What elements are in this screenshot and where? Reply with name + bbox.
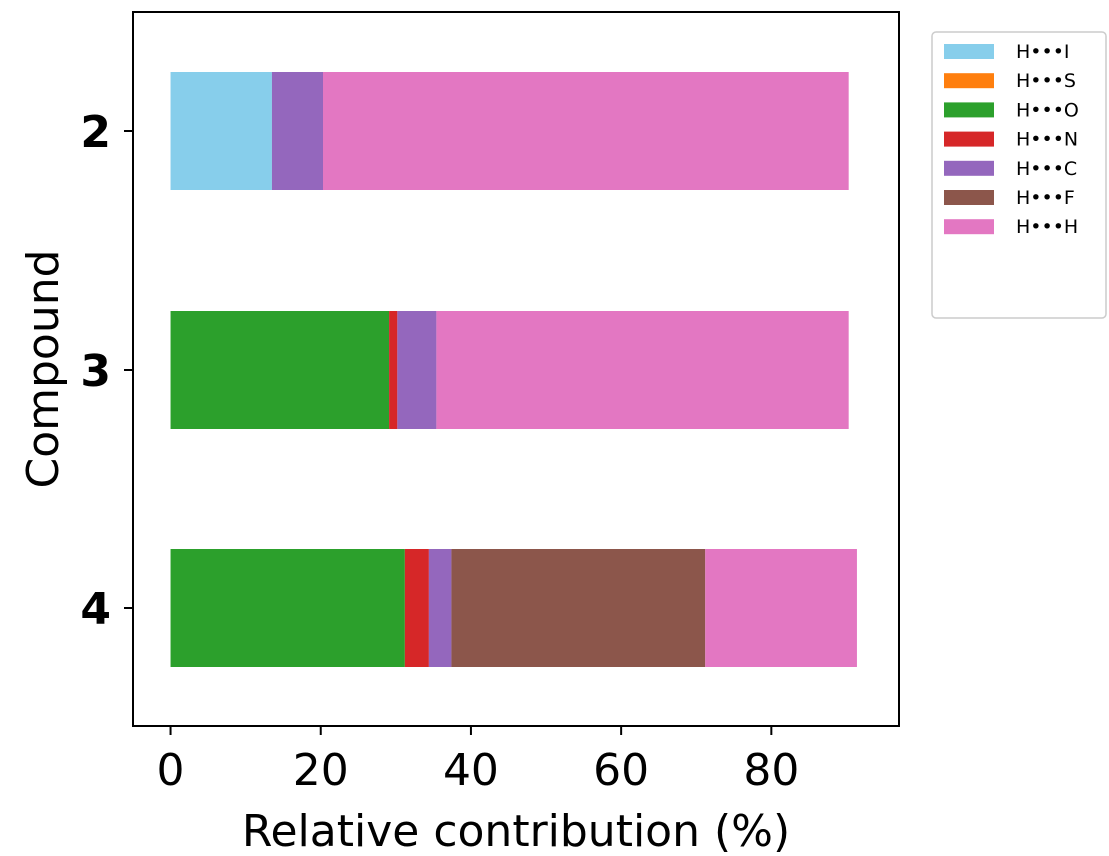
y-tick-label: 2: [80, 107, 111, 158]
legend-swatch: [944, 44, 994, 59]
bars-layer: [170, 72, 857, 667]
x-tick-label: 80: [743, 745, 799, 796]
bar-segment-3-4: [397, 311, 437, 429]
bar-segment-4-4: [428, 549, 452, 667]
bar-segment-3-3: [389, 311, 398, 429]
legend-swatch: [944, 102, 994, 118]
bar-segment-4-2: [170, 549, 405, 667]
y-tick-label: 4: [80, 584, 111, 635]
bar-segment-4-3: [404, 549, 429, 667]
legend: H•••I H•••S H•••O H•••N H•••C H•••F H•••H: [931, 31, 1107, 319]
legend-swatch: [944, 160, 994, 176]
bar-segment-4-5: [451, 549, 706, 667]
legend-label: H•••I: [1016, 41, 1070, 63]
bar-segment-3-6: [436, 311, 849, 429]
x-tick-label: 40: [443, 745, 499, 796]
x-tick-label: 60: [593, 745, 649, 796]
legend-label: H•••C: [1016, 158, 1077, 180]
legend-swatch: [944, 131, 994, 147]
x-tick-label: 20: [293, 745, 349, 796]
legend-label: H•••H: [1016, 216, 1078, 238]
bar-segment-2-4: [271, 72, 323, 190]
bar-segment-4-6: [705, 549, 857, 667]
y-axis-label: Compound: [18, 249, 69, 488]
y-ticks: 2 3 4: [80, 107, 133, 635]
legend-label: H•••F: [1016, 187, 1075, 209]
x-tick-label: 0: [157, 745, 185, 796]
legend-label: H•••N: [1016, 129, 1078, 151]
bar-segment-3-2: [170, 311, 390, 429]
bar-segment-2-0: [170, 72, 272, 190]
x-axis-label: Relative contribution (%): [242, 806, 790, 856]
legend-label: H•••O: [1016, 99, 1079, 121]
x-ticks: 0 20 40 60 80: [157, 726, 799, 796]
y-tick-label: 3: [80, 346, 111, 397]
legend-swatch: [944, 73, 994, 89]
legend-swatch: [944, 219, 994, 235]
legend-swatch: [944, 190, 994, 205]
legend-label: H•••S: [1016, 70, 1076, 92]
bar-segment-2-6: [322, 72, 849, 190]
